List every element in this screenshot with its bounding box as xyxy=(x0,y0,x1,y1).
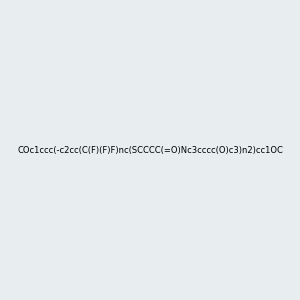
Text: COc1ccc(-c2cc(C(F)(F)F)nc(SCCCC(=O)Nc3cccc(O)c3)n2)cc1OC: COc1ccc(-c2cc(C(F)(F)F)nc(SCCCC(=O)Nc3cc… xyxy=(17,146,283,154)
